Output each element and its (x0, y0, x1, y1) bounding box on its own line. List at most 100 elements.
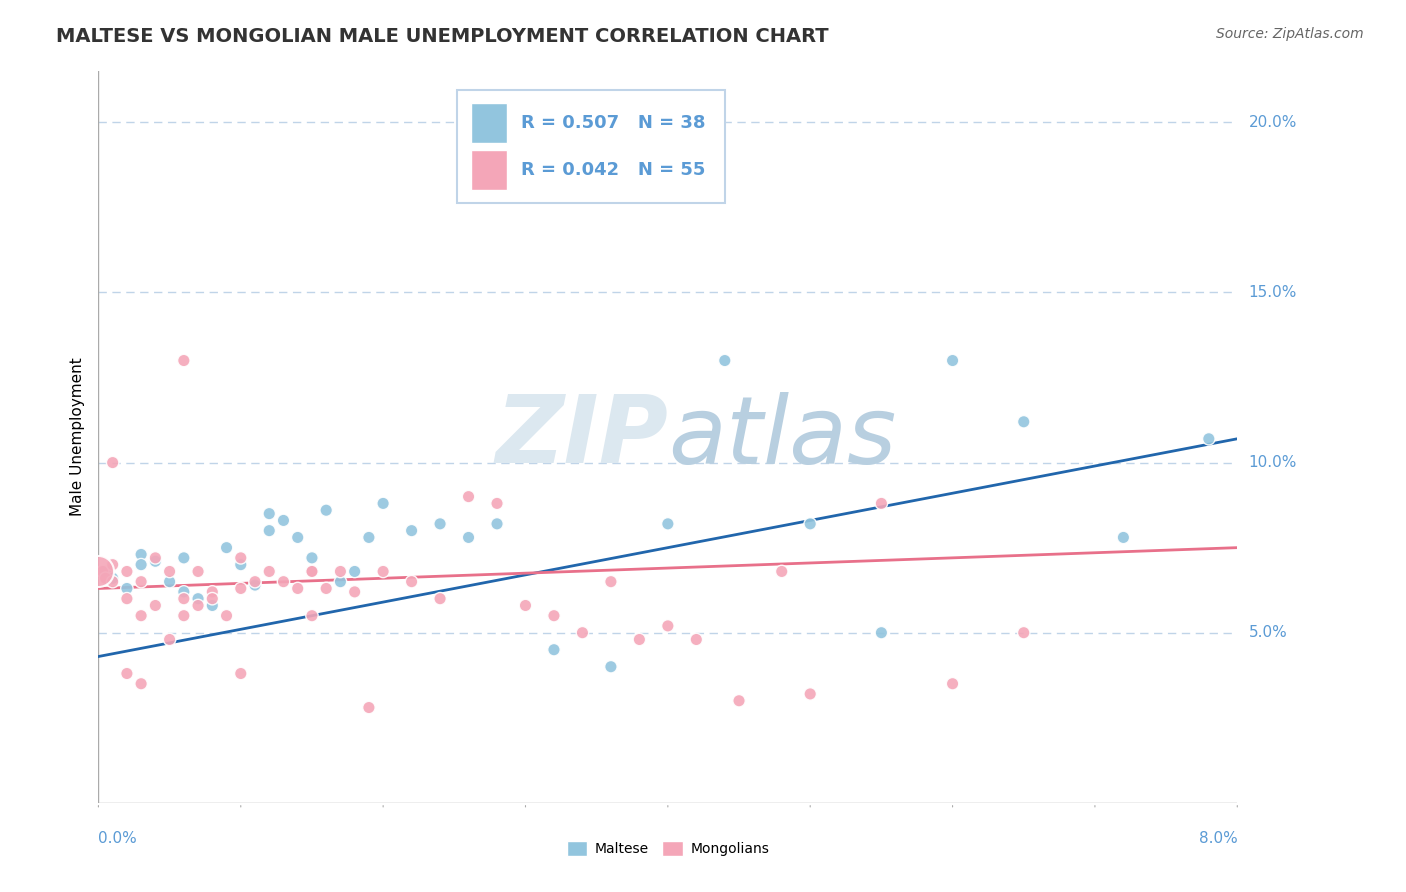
Point (942, 677, 965, 691)
Point (600, 574, 623, 589)
Point (243, 578, 266, 592)
Point (129, 558, 152, 572)
Point (259, 524, 281, 538)
Point (287, 531, 309, 545)
Point (329, 574, 352, 589)
Point (301, 565, 323, 579)
Point (259, 565, 281, 579)
Point (173, 585, 195, 599)
Point (315, 503, 337, 517)
Point (173, 353, 195, 368)
Point (129, 574, 152, 589)
Point (101, 574, 124, 589)
Text: 15.0%: 15.0% (1249, 285, 1296, 300)
Point (429, 591, 451, 606)
Point (229, 558, 252, 572)
Point (173, 550, 195, 565)
Text: 5.0%: 5.0% (1249, 625, 1286, 640)
Point (87, 565, 110, 579)
Point (173, 591, 195, 606)
Point (870, 496, 893, 510)
Point (770, 565, 793, 579)
Text: R = 0.042   N = 55: R = 0.042 N = 55 (522, 161, 706, 178)
Point (628, 632, 651, 647)
Point (187, 591, 209, 606)
Point (273, 574, 295, 589)
Point (1012, 415, 1035, 429)
Point (1112, 531, 1135, 545)
Text: ZIP: ZIP (495, 391, 668, 483)
Text: 0.0%: 0.0% (98, 830, 138, 846)
Point (315, 582, 337, 596)
Point (94, 565, 117, 579)
Point (600, 659, 623, 673)
Text: 10.0%: 10.0% (1249, 455, 1296, 470)
Point (1012, 625, 1035, 640)
Point (1198, 432, 1220, 446)
Point (215, 608, 238, 623)
Point (799, 516, 821, 531)
Point (229, 666, 252, 681)
Point (94, 571, 117, 585)
Point (201, 585, 224, 599)
Point (173, 608, 195, 623)
Point (115, 666, 138, 681)
Point (429, 516, 451, 531)
Point (187, 565, 209, 579)
Text: MALTESE VS MONGOLIAN MALE UNEMPLOYMENT CORRELATION CHART: MALTESE VS MONGOLIAN MALE UNEMPLOYMENT C… (56, 27, 830, 45)
Point (371, 565, 394, 579)
Point (657, 516, 679, 531)
Point (343, 585, 366, 599)
Text: atlas: atlas (668, 392, 896, 483)
Point (201, 599, 224, 613)
Point (343, 565, 366, 579)
Point (685, 632, 707, 647)
Point (129, 677, 152, 691)
Point (201, 591, 224, 606)
Legend: Maltese, Mongolians: Maltese, Mongolians (561, 836, 775, 862)
Point (401, 574, 423, 589)
Point (115, 591, 138, 606)
Point (357, 700, 380, 714)
Point (215, 541, 238, 555)
Point (714, 353, 737, 368)
Point (457, 531, 479, 545)
Point (115, 565, 138, 579)
Point (159, 574, 181, 589)
Point (187, 599, 209, 613)
Point (357, 531, 380, 545)
Text: Source: ZipAtlas.com: Source: ZipAtlas.com (1216, 27, 1364, 41)
Point (571, 625, 593, 640)
Point (129, 548, 152, 562)
Point (229, 550, 252, 565)
Point (301, 550, 323, 565)
Point (287, 582, 309, 596)
Text: R = 0.507   N = 38: R = 0.507 N = 38 (522, 114, 706, 132)
Bar (471, 150, 508, 190)
Y-axis label: Male Unemployment: Male Unemployment (69, 358, 84, 516)
Point (457, 490, 479, 504)
Point (486, 516, 509, 531)
Point (515, 599, 537, 613)
Point (91, 565, 114, 579)
Point (101, 558, 124, 572)
Point (401, 524, 423, 538)
Point (942, 353, 965, 368)
Point (243, 574, 266, 589)
Point (115, 582, 138, 596)
Point (129, 608, 152, 623)
Point (273, 513, 295, 527)
Point (101, 571, 124, 585)
Point (159, 632, 181, 647)
Point (145, 599, 167, 613)
Point (870, 625, 893, 640)
Point (543, 642, 565, 657)
Point (145, 550, 167, 565)
Point (728, 694, 751, 708)
Point (101, 456, 124, 470)
Point (145, 554, 167, 568)
Point (329, 565, 352, 579)
Text: 8.0%: 8.0% (1198, 830, 1237, 846)
Bar (457, 90, 725, 203)
Point (657, 619, 679, 633)
